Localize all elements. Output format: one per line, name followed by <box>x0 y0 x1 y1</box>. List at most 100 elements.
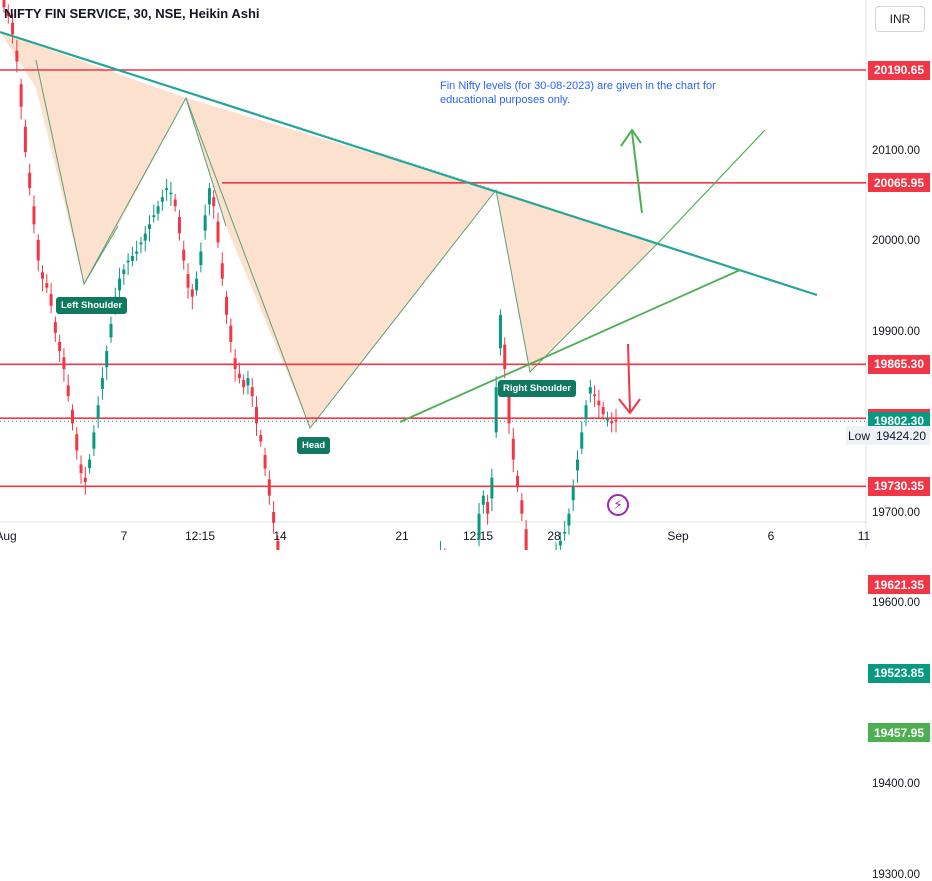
time-tick-label: 12:15 <box>185 529 215 543</box>
candle-body <box>101 378 104 389</box>
candle-body <box>11 23 14 35</box>
candle-body <box>208 188 211 204</box>
candle-body <box>24 127 27 152</box>
candle-body <box>589 387 592 393</box>
candle-body <box>225 297 228 315</box>
price-tick-label: 19300.00 <box>872 869 920 881</box>
candle-body <box>512 439 515 460</box>
candle-body <box>503 345 506 369</box>
candle-body <box>135 251 138 253</box>
candle-body <box>602 407 605 414</box>
candle-body <box>563 532 566 534</box>
time-tick-label: Sep <box>667 529 688 543</box>
candle-body <box>272 512 275 523</box>
candle-body <box>212 197 215 206</box>
time-tick-label: 7 <box>121 529 128 543</box>
candle-body <box>131 256 134 261</box>
candle-body <box>264 455 267 469</box>
price-tick-label: 19400.00 <box>872 778 920 790</box>
candle-body <box>45 283 48 288</box>
price-tick-label: 19900.00 <box>872 326 920 338</box>
price-tag: 19865.30 <box>868 355 930 374</box>
candle-body <box>195 279 198 291</box>
candle-body <box>516 476 519 487</box>
candle-body <box>593 394 596 396</box>
projection-channel-line[interactable] <box>658 130 765 243</box>
candle-body <box>157 206 160 213</box>
candle-body <box>499 315 502 348</box>
candle-body <box>216 222 219 243</box>
candle-body <box>525 529 528 550</box>
price-tag: 19523.85 <box>868 664 930 683</box>
candle-body <box>615 420 618 422</box>
candle-body <box>92 432 95 448</box>
candle-body <box>221 263 224 278</box>
candle-body <box>490 478 493 499</box>
candle-body <box>161 197 164 202</box>
price-tick-label: 19700.00 <box>872 507 920 519</box>
time-tick-label: 28 <box>547 529 560 543</box>
candle-body <box>580 432 583 448</box>
time-tick-label: 11 <box>858 529 870 543</box>
candle-body <box>148 224 151 229</box>
candle-body <box>229 326 232 342</box>
time-tick-label: Aug <box>0 529 17 543</box>
candle-body <box>127 261 130 263</box>
candle-body <box>122 270 125 275</box>
candle-body <box>80 464 83 473</box>
time-tick-label: 21 <box>395 529 408 543</box>
head-label: Head <box>297 437 330 454</box>
candle-body <box>67 385 70 396</box>
candle-body <box>169 193 172 195</box>
time-tick-label: 6 <box>768 529 775 543</box>
up-arrow <box>621 130 642 213</box>
candle-body <box>54 322 57 333</box>
candle-body <box>597 401 600 406</box>
candle-body <box>41 272 44 278</box>
candle-body <box>576 460 579 471</box>
candle-body <box>199 251 202 265</box>
candle-body <box>178 217 181 233</box>
candle-body <box>182 250 185 261</box>
candle-body <box>567 514 570 526</box>
candle-body <box>97 405 100 419</box>
candle-body <box>20 84 23 107</box>
candle-body <box>37 240 40 261</box>
down-arrow <box>619 344 640 413</box>
candle-body <box>572 487 575 501</box>
head-zone <box>186 98 496 428</box>
candle-body <box>109 324 112 338</box>
candle-body <box>187 274 190 288</box>
candle-body <box>204 215 207 230</box>
chart-note: Fin Nifty levels (for 30-08-2023) are gi… <box>440 79 740 107</box>
currency-selector[interactable]: INR <box>875 6 925 32</box>
candle-body <box>191 289 194 296</box>
candle-body <box>139 242 142 244</box>
candle-body <box>251 387 254 396</box>
candle-body <box>71 410 74 424</box>
candle-body <box>610 421 613 423</box>
right-shoulder-label: Right Shoulder <box>498 380 576 397</box>
candle-body <box>32 206 35 224</box>
candle-body <box>259 435 262 441</box>
left-shoulder-label: Left Shoulder <box>56 297 127 314</box>
candle-body <box>50 294 53 306</box>
candle-body <box>28 173 31 188</box>
candle-body <box>242 380 245 387</box>
candle-body <box>585 405 588 419</box>
candle-body <box>174 199 177 206</box>
candle-body <box>268 479 271 495</box>
candle-body <box>152 215 155 217</box>
price-tag: 20065.95 <box>868 173 930 192</box>
price-tag: 20190.65 <box>868 61 930 80</box>
time-tick-label: 14 <box>273 529 286 543</box>
candle-body <box>15 51 18 62</box>
lightning-icon[interactable]: ⚡ <box>607 494 629 516</box>
price-tag: 19730.35 <box>868 477 930 496</box>
candle-body <box>482 496 485 505</box>
candle-body <box>238 374 241 379</box>
candle-body <box>246 378 249 385</box>
chart-header: NIFTY FIN SERVICE, 30, NSE, Heikin Ashi <box>4 6 260 21</box>
candle-body <box>75 434 78 450</box>
candle-body <box>165 188 168 190</box>
